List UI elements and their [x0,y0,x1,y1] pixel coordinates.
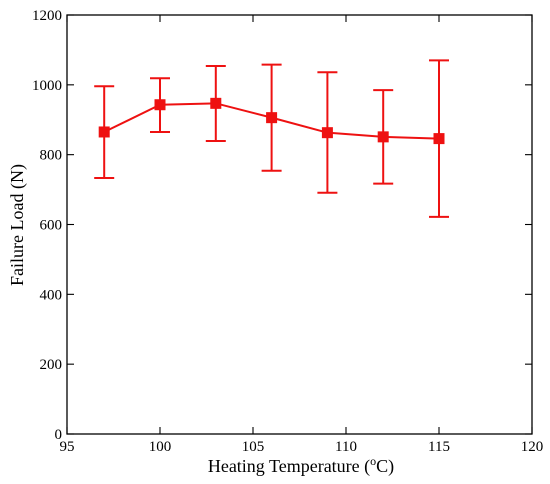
y-axis-label: Failure Load (N) [7,164,28,286]
x-axis-label-sup: o [370,454,376,468]
plot-frame-group [66,14,533,435]
data-point-1 [154,99,166,111]
data-point-3 [266,112,278,124]
y-tick-label-3: 600 [40,218,63,234]
plot-frame [66,14,533,435]
x-tick-label-1: 100 [149,439,172,455]
x-axis-label-before: Heating Temperature ( [208,456,370,477]
series-group [94,59,449,218]
y-tick-label-6: 1200 [32,8,62,24]
y-tick-label-2: 400 [40,287,63,303]
x-axis-label: Heating Temperature (oC) [208,454,394,477]
x-axis-label-after: C) [376,456,394,477]
x-tick-label-3: 110 [335,439,357,455]
x-tick-label-5: 120 [521,439,544,455]
data-point-6 [433,133,445,145]
data-point-0 [98,126,110,138]
y-tick-label-1: 200 [40,357,63,373]
y-tick-label-5: 1000 [32,78,62,94]
y-tick-label-0: 0 [55,427,63,443]
data-point-4 [321,127,333,139]
x-tick-label-0: 95 [60,439,75,455]
x-tick-label-2: 105 [242,439,265,455]
data-point-2 [210,97,222,109]
y-tick-label-4: 800 [40,148,63,164]
data-point-5 [377,131,389,143]
x-tick-label-4: 115 [428,439,450,455]
